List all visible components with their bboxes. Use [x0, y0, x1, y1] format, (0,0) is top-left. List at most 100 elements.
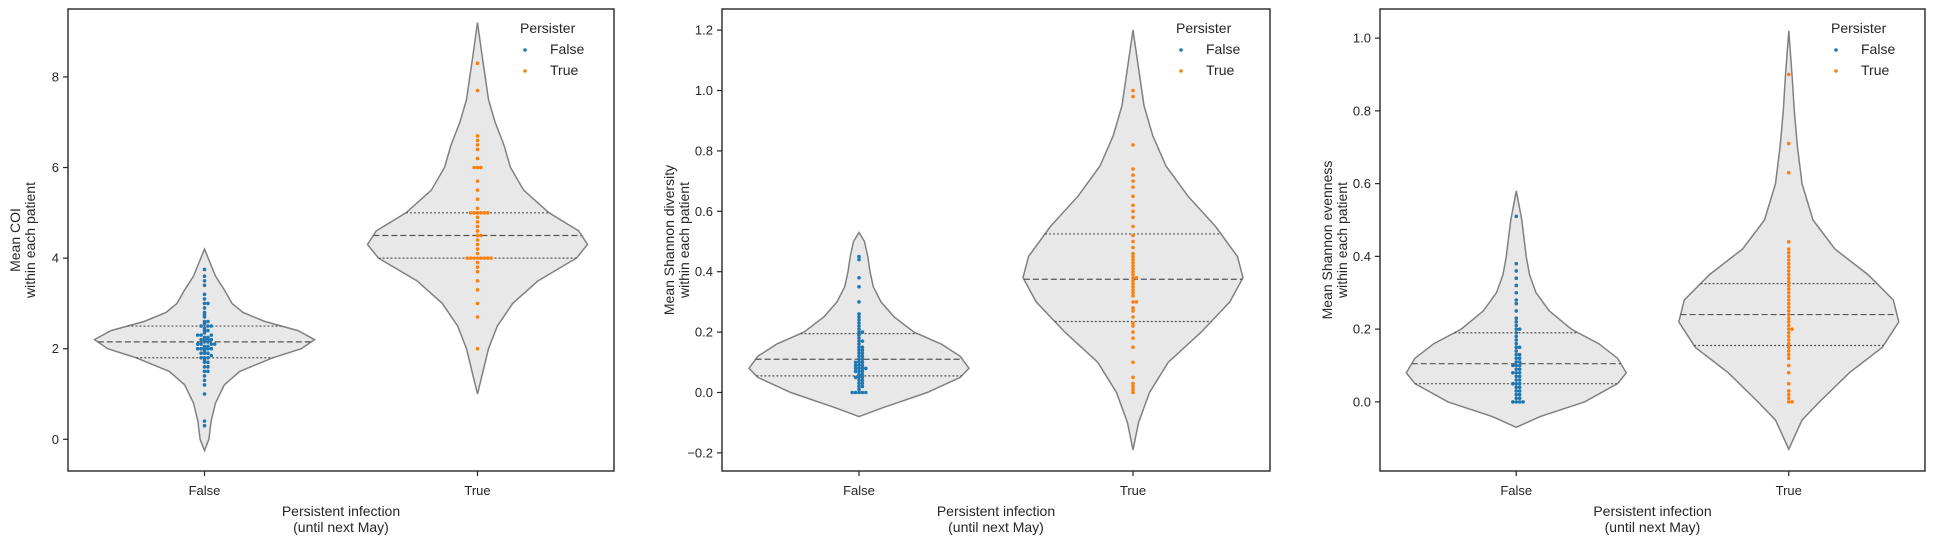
data-point [1514, 290, 1519, 295]
data-point [857, 336, 861, 340]
y-tick-label: 0.0 [1353, 394, 1371, 409]
data-point [860, 351, 865, 356]
data-point [475, 269, 480, 274]
x-tick-label: False [1500, 483, 1532, 498]
data-point [1131, 257, 1135, 262]
y-tick-label: 8 [52, 69, 59, 84]
data-point [482, 256, 487, 260]
data-point [1786, 240, 1791, 244]
legend: Persister False True [1176, 20, 1240, 78]
data-point [857, 369, 861, 374]
data-point [202, 419, 207, 423]
data-point [475, 134, 480, 138]
x-axis-label-line2: (until next May) [948, 519, 1044, 535]
y-tick-label: 2 [52, 341, 59, 356]
data-point [1131, 224, 1135, 229]
data-point [850, 390, 854, 395]
data-point [860, 363, 865, 368]
data-point [1131, 375, 1135, 380]
chart-panel-1: 0 2 4 6 8 False True Persistent infection(until… [7, 8, 615, 535]
data-point [1131, 306, 1135, 310]
data-point [1514, 352, 1519, 357]
data-point [1131, 384, 1135, 389]
data-point [472, 256, 476, 260]
data-point [1786, 316, 1791, 321]
data-point [206, 335, 210, 340]
data-point [475, 188, 480, 192]
y-tick-label: 0.4 [1353, 249, 1371, 264]
data-point [199, 355, 203, 360]
y-tick-label: 0 [52, 432, 59, 447]
data-point [860, 360, 865, 365]
data-point [485, 256, 490, 260]
data-point [1131, 309, 1135, 313]
data-point [857, 351, 861, 356]
data-point [202, 369, 207, 374]
data-point [465, 256, 470, 260]
y-tick-label: 1.0 [695, 83, 713, 98]
y-tick-label: 4 [52, 251, 59, 266]
data-point [475, 224, 480, 229]
data-point [1514, 214, 1519, 219]
data-point [1790, 327, 1794, 331]
data-point [1786, 334, 1791, 339]
data-point [1514, 370, 1519, 375]
legend-title: Persister [1176, 20, 1232, 36]
y-tick-label: 0.2 [695, 325, 713, 340]
data-point [479, 256, 483, 260]
data-point [1131, 209, 1135, 214]
data-point [1517, 389, 1522, 393]
data-point [1514, 341, 1519, 346]
data-point [1786, 301, 1791, 306]
legend-entry-false: False [550, 41, 584, 57]
data-point [475, 215, 480, 220]
data-point [1514, 367, 1519, 371]
data-point [1131, 330, 1135, 334]
data-point [206, 319, 210, 324]
data-point [475, 242, 480, 247]
data-point [475, 247, 480, 251]
legend-entry-true: True [1206, 62, 1234, 78]
data-point [475, 138, 480, 143]
data-point [1786, 330, 1791, 335]
data-point [482, 211, 487, 215]
data-point [209, 324, 214, 328]
data-point [1514, 349, 1519, 353]
data-point [206, 369, 210, 374]
data-point [857, 387, 861, 392]
data-point [1514, 309, 1519, 313]
x-axis-label: Persistent infection [1593, 503, 1711, 519]
data-point [479, 211, 483, 215]
legend: Persister False True [1831, 20, 1895, 78]
data-point [1517, 385, 1522, 390]
data-point [1786, 261, 1791, 266]
data-point [857, 315, 861, 319]
legend-entry-false: False [1861, 41, 1895, 57]
data-point [860, 390, 865, 395]
data-point [212, 342, 217, 346]
data-point [1786, 349, 1791, 353]
data-point [1131, 263, 1135, 268]
data-point [1786, 258, 1791, 262]
data-point [857, 333, 861, 337]
data-point [857, 321, 861, 325]
data-point [1134, 300, 1139, 304]
data-point [1131, 288, 1135, 292]
x-tick-label: False [843, 483, 875, 498]
data-point [1786, 309, 1791, 313]
data-point [199, 342, 203, 346]
data-point [1514, 320, 1519, 324]
data-point [199, 337, 203, 342]
data-point [209, 337, 214, 342]
y-tick-label: 1.0 [1353, 31, 1371, 46]
data-point [1131, 251, 1135, 256]
data-point [1786, 280, 1791, 284]
data-point [475, 179, 480, 183]
data-point [1514, 316, 1519, 321]
data-point [206, 301, 210, 306]
data-point [199, 333, 203, 337]
data-point [857, 318, 861, 322]
data-point [1790, 400, 1794, 404]
violin-false [1405, 190, 1628, 429]
